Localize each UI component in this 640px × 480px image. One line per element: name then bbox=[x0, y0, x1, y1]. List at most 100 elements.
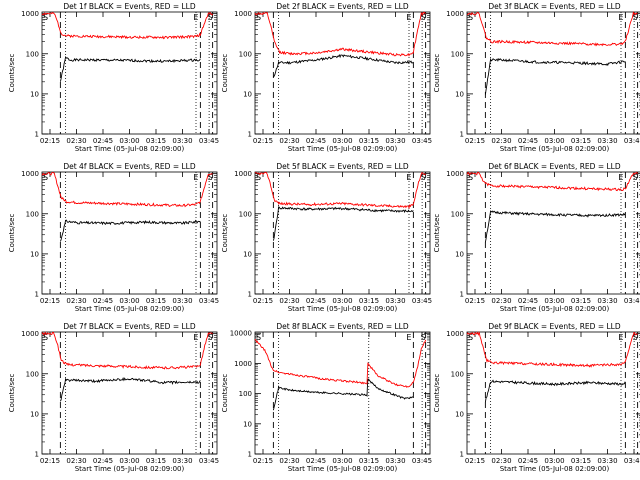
panel-6: Det 6f BLACK = Events, RED = LLD 1 10 100 10… bbox=[433, 162, 640, 313]
marker-end: E bbox=[618, 333, 623, 342]
y-tick-label: 1 bbox=[248, 131, 252, 139]
marker-start-2: S bbox=[421, 173, 426, 182]
marker-start-1: S bbox=[468, 173, 473, 182]
panel-2: Det 2f BLACK = Events, RED = LLD 1 10 100 10… bbox=[221, 2, 432, 153]
x-tick-label: 03:00 bbox=[332, 457, 352, 465]
x-tick-label: 02:15 bbox=[465, 457, 485, 465]
plot-frame bbox=[466, 171, 640, 295]
x-tick-label: 02:15 bbox=[465, 137, 485, 145]
y-tick-label: 100 bbox=[239, 390, 252, 398]
x-tick-label: 03:00 bbox=[332, 137, 352, 145]
x-tick-label: 02:30 bbox=[491, 457, 511, 465]
x-tick-label: 02:45 bbox=[306, 457, 326, 465]
x-tick-label: 03:30 bbox=[597, 297, 617, 305]
y-tick-label: 100 bbox=[26, 50, 39, 58]
y-tick-label: 100 bbox=[451, 210, 464, 218]
plot-frame bbox=[466, 11, 640, 135]
x-axis-label: Start Time (05-Jul-08 02:09:00) bbox=[288, 305, 398, 313]
plot-frame bbox=[254, 11, 431, 135]
x-axis-label: Start Time (05-Jul-08 02:09:00) bbox=[500, 465, 610, 473]
lld-series-line bbox=[41, 172, 213, 208]
x-tick-label: 03:30 bbox=[385, 137, 405, 145]
y-tick-label: 10 bbox=[243, 250, 252, 258]
marker-start-2: S bbox=[633, 13, 638, 22]
y-tick-label: 1 bbox=[248, 291, 252, 299]
events-series-line bbox=[484, 210, 626, 243]
y-tick-label: 100 bbox=[239, 50, 252, 58]
x-tick-label: 03:30 bbox=[172, 137, 192, 145]
panel-title: Det 3f BLACK = Events, RED = LLD bbox=[488, 2, 621, 11]
x-tick-label: 03:45 bbox=[412, 457, 432, 465]
panel-title: Det 9f BLACK = Events, RED = LLD bbox=[488, 322, 621, 331]
y-axis-label: Counts/sec bbox=[433, 374, 441, 413]
y-axis-label: Counts/sec bbox=[8, 214, 16, 253]
marker-end: E bbox=[618, 173, 623, 182]
x-tick-label: 03:15 bbox=[146, 137, 166, 145]
marker-start-2: S bbox=[633, 173, 638, 182]
y-axis-label: Counts/sec bbox=[221, 54, 229, 93]
y-tick-label: 1000 bbox=[446, 330, 464, 338]
x-tick-label: 02:15 bbox=[253, 297, 273, 305]
marker-start-2: S bbox=[208, 333, 213, 342]
x-tick-label: 02:15 bbox=[40, 297, 60, 305]
x-tick-label: 02:45 bbox=[93, 137, 113, 145]
marker-start-1: S bbox=[256, 173, 261, 182]
lld-series-line bbox=[254, 11, 426, 57]
x-axis-label: Start Time (05-Jul-08 02:09:00) bbox=[500, 305, 610, 313]
x-tick-label: 03:15 bbox=[146, 457, 166, 465]
x-tick-label: 03:00 bbox=[119, 297, 139, 305]
marker-start-2: S bbox=[633, 333, 638, 342]
y-axis-label: Counts/sec bbox=[433, 54, 441, 93]
marker-start-2: S bbox=[421, 333, 426, 342]
y-axis-label: Counts/sec bbox=[8, 374, 16, 413]
x-tick-label: 02:30 bbox=[66, 297, 86, 305]
x-tick-label: 03:15 bbox=[359, 137, 379, 145]
x-tick-label: 03:45 bbox=[412, 297, 432, 305]
marker-start-1: S bbox=[468, 333, 473, 342]
lld-series-line bbox=[41, 11, 213, 40]
marker-end: E bbox=[193, 13, 198, 22]
y-tick-label: 10 bbox=[455, 410, 464, 418]
x-tick-label: 03:45 bbox=[624, 137, 640, 145]
x-axis-label: Start Time (05-Jul-08 02:09:00) bbox=[75, 305, 185, 313]
y-tick-label: 100 bbox=[451, 370, 464, 378]
lld-series-line bbox=[41, 331, 213, 370]
x-tick-label: 03:45 bbox=[412, 137, 432, 145]
marker-start-1: S bbox=[43, 333, 48, 342]
x-tick-label: 02:15 bbox=[40, 137, 60, 145]
x-tick-label: 03:30 bbox=[385, 297, 405, 305]
x-tick-label: 02:45 bbox=[306, 297, 326, 305]
plot-frame bbox=[254, 331, 431, 455]
y-tick-label: 100 bbox=[26, 370, 39, 378]
x-tick-label: 02:30 bbox=[66, 137, 86, 145]
events-series-line bbox=[272, 378, 414, 411]
x-tick-label: 03:45 bbox=[199, 457, 219, 465]
y-tick-label: 1000 bbox=[234, 170, 252, 178]
marker-end: E bbox=[406, 173, 411, 182]
x-tick-label: 03:15 bbox=[359, 457, 379, 465]
plot-frame bbox=[41, 171, 218, 295]
x-tick-label: 03:15 bbox=[359, 297, 379, 305]
y-tick-label: 100 bbox=[239, 210, 252, 218]
x-tick-label: 02:30 bbox=[279, 457, 299, 465]
y-tick-label: 1 bbox=[35, 451, 39, 459]
x-tick-label: 02:45 bbox=[93, 457, 113, 465]
marker-end: E bbox=[406, 13, 411, 22]
y-tick-label: 10 bbox=[30, 410, 39, 418]
x-axis-label: Start Time (05-Jul-08 02:09:00) bbox=[75, 145, 185, 153]
panel-5: Det 5f BLACK = Events, RED = LLD 1 10 100 10… bbox=[221, 162, 432, 313]
y-tick-label: 1 bbox=[460, 131, 464, 139]
plot-frame bbox=[254, 171, 431, 295]
x-tick-label: 03:15 bbox=[571, 457, 591, 465]
marker-start-1: S bbox=[468, 13, 473, 22]
y-tick-label: 1 bbox=[248, 451, 252, 459]
lld-series-line bbox=[466, 11, 638, 47]
x-tick-label: 03:00 bbox=[544, 137, 564, 145]
x-tick-label: 03:30 bbox=[172, 457, 192, 465]
y-tick-label: 1000 bbox=[21, 10, 39, 18]
x-axis-label: Start Time (05-Jul-08 02:09:00) bbox=[288, 145, 398, 153]
events-series-line bbox=[484, 379, 626, 403]
x-tick-label: 02:45 bbox=[93, 297, 113, 305]
events-series-line bbox=[59, 377, 201, 402]
x-tick-label: 02:30 bbox=[66, 457, 86, 465]
